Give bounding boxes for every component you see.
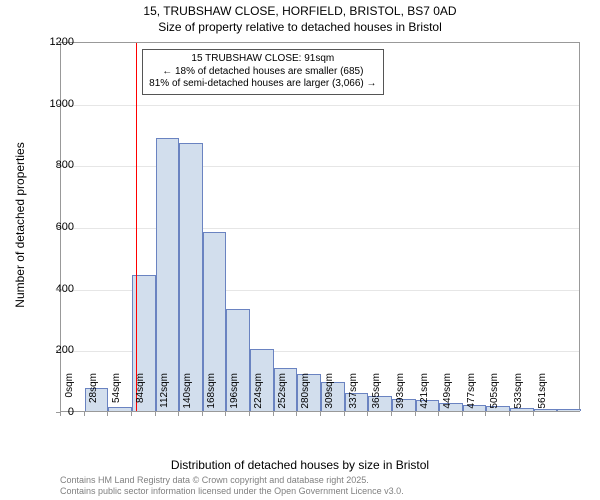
- xtick-label: 477sqm: [466, 373, 477, 418]
- xtick-label: 365sqm: [371, 373, 382, 418]
- xtick-label: 84sqm: [135, 373, 146, 418]
- xtick-mark: [155, 412, 156, 416]
- ytick-mark: [56, 350, 60, 351]
- ytick-mark: [56, 227, 60, 228]
- xtick-mark: [509, 412, 510, 416]
- xtick-label: 309sqm: [324, 373, 335, 418]
- xtick-label: 224sqm: [253, 373, 264, 418]
- xtick-mark: [107, 412, 108, 416]
- gridline: [61, 105, 579, 106]
- xtick-label: 54sqm: [111, 373, 122, 418]
- xtick-label: 252sqm: [277, 373, 288, 418]
- marker-line: [136, 43, 137, 411]
- xtick-label: 112sqm: [159, 373, 170, 418]
- annotation-box: 15 TRUBSHAW CLOSE: 91sqm ← 18% of detach…: [142, 49, 383, 95]
- gridline: [61, 228, 579, 229]
- xtick-mark: [202, 412, 203, 416]
- xtick-label: 505sqm: [489, 373, 500, 418]
- xtick-mark: [249, 412, 250, 416]
- xtick-label: 280sqm: [300, 373, 311, 418]
- ytick-mark: [56, 104, 60, 105]
- ytick-mark: [56, 289, 60, 290]
- histogram-bar: [156, 138, 180, 411]
- chart-container: 15, TRUBSHAW CLOSE, HORFIELD, BRISTOL, B…: [0, 0, 600, 500]
- xtick-label: 393sqm: [395, 373, 406, 418]
- xtick-mark: [367, 412, 368, 416]
- annotation-line-2: ← 18% of detached houses are smaller (68…: [149, 66, 376, 79]
- ytick-mark: [56, 165, 60, 166]
- title-block: 15, TRUBSHAW CLOSE, HORFIELD, BRISTOL, B…: [0, 0, 600, 35]
- ytick-label: 1200: [50, 36, 74, 48]
- footer-block: Contains HM Land Registry data © Crown c…: [60, 475, 404, 498]
- xtick-mark: [84, 412, 85, 416]
- xtick-mark: [415, 412, 416, 416]
- xtick-mark: [60, 412, 61, 416]
- annotation-line-1: 15 TRUBSHAW CLOSE: 91sqm: [149, 53, 376, 66]
- x-axis-title: Distribution of detached houses by size …: [0, 458, 600, 472]
- title-line-2: Size of property relative to detached ho…: [0, 20, 600, 36]
- footer-line-2: Contains public sector information licen…: [60, 486, 404, 498]
- xtick-label: 140sqm: [182, 373, 193, 418]
- gridline: [61, 166, 579, 167]
- xtick-mark: [391, 412, 392, 416]
- xtick-mark: [131, 412, 132, 416]
- xtick-label: 533sqm: [513, 373, 524, 418]
- xtick-mark: [296, 412, 297, 416]
- xtick-mark: [225, 412, 226, 416]
- footer-line-1: Contains HM Land Registry data © Crown c…: [60, 475, 404, 487]
- xtick-label: 168sqm: [206, 373, 217, 418]
- xtick-label: 0sqm: [64, 373, 75, 418]
- xtick-mark: [462, 412, 463, 416]
- xtick-mark: [438, 412, 439, 416]
- xtick-mark: [533, 412, 534, 416]
- xtick-label: 421sqm: [419, 373, 430, 418]
- plot-area: 15 TRUBSHAW CLOSE: 91sqm ← 18% of detach…: [60, 42, 580, 412]
- xtick-label: 337sqm: [348, 373, 359, 418]
- y-axis-title: Number of detached properties: [13, 142, 27, 307]
- xtick-label: 28sqm: [88, 373, 99, 418]
- histogram-bar: [179, 143, 203, 411]
- ytick-label: 1000: [50, 98, 74, 110]
- plot-wrap: 15 TRUBSHAW CLOSE: 91sqm ← 18% of detach…: [60, 42, 580, 412]
- xtick-mark: [320, 412, 321, 416]
- xtick-label: 196sqm: [229, 373, 240, 418]
- xtick-label: 449sqm: [442, 373, 453, 418]
- xtick-mark: [485, 412, 486, 416]
- histogram-bar: [557, 409, 581, 411]
- title-line-1: 15, TRUBSHAW CLOSE, HORFIELD, BRISTOL, B…: [0, 4, 600, 20]
- xtick-mark: [344, 412, 345, 416]
- annotation-line-3: 81% of semi-detached houses are larger (…: [149, 78, 376, 91]
- xtick-mark: [178, 412, 179, 416]
- xtick-label: 561sqm: [537, 373, 548, 418]
- xtick-mark: [273, 412, 274, 416]
- ytick-mark: [56, 42, 60, 43]
